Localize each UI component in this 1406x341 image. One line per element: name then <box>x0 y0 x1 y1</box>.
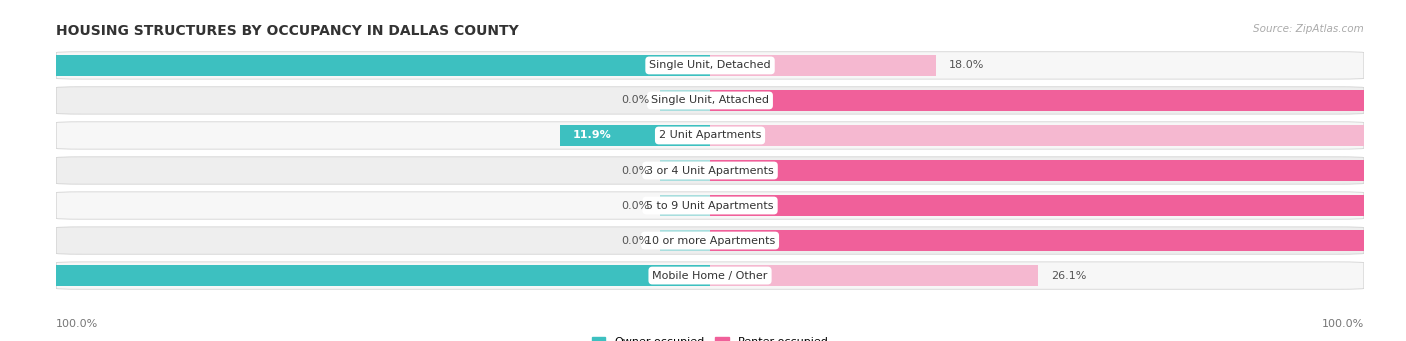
FancyBboxPatch shape <box>56 262 1364 289</box>
Text: Source: ZipAtlas.com: Source: ZipAtlas.com <box>1253 24 1364 34</box>
Bar <box>710 195 1406 217</box>
Bar <box>659 195 710 217</box>
FancyBboxPatch shape <box>56 227 1364 254</box>
FancyBboxPatch shape <box>56 157 1364 184</box>
FancyBboxPatch shape <box>56 87 1364 114</box>
Text: 0.0%: 0.0% <box>621 236 650 246</box>
Text: 3 or 4 Unit Apartments: 3 or 4 Unit Apartments <box>647 165 773 176</box>
Text: 18.0%: 18.0% <box>949 60 984 71</box>
Text: 5 to 9 Unit Apartments: 5 to 9 Unit Apartments <box>647 201 773 210</box>
Bar <box>0 55 710 76</box>
Bar <box>710 265 1038 286</box>
Text: 100.0%: 100.0% <box>56 320 98 329</box>
Text: Single Unit, Detached: Single Unit, Detached <box>650 60 770 71</box>
Legend: Owner-occupied, Renter-occupied: Owner-occupied, Renter-occupied <box>588 332 832 341</box>
Bar <box>561 124 710 146</box>
Text: 10 or more Apartments: 10 or more Apartments <box>645 236 775 246</box>
Text: 100.0%: 100.0% <box>1322 320 1364 329</box>
Text: 0.0%: 0.0% <box>621 165 650 176</box>
Bar <box>710 90 1406 111</box>
FancyBboxPatch shape <box>56 122 1364 149</box>
Text: 2 Unit Apartments: 2 Unit Apartments <box>659 131 761 140</box>
Text: 11.9%: 11.9% <box>574 131 612 140</box>
Bar <box>710 230 1406 251</box>
Text: 26.1%: 26.1% <box>1050 270 1085 281</box>
FancyBboxPatch shape <box>56 192 1364 219</box>
Bar <box>710 124 1406 146</box>
Text: Mobile Home / Other: Mobile Home / Other <box>652 270 768 281</box>
Bar <box>659 160 710 181</box>
Bar <box>659 230 710 251</box>
Text: 0.0%: 0.0% <box>621 95 650 105</box>
Bar <box>0 265 710 286</box>
FancyBboxPatch shape <box>56 52 1364 79</box>
Bar <box>710 160 1406 181</box>
Bar <box>659 90 710 111</box>
Bar <box>710 55 936 76</box>
Text: 0.0%: 0.0% <box>621 201 650 210</box>
Text: HOUSING STRUCTURES BY OCCUPANCY IN DALLAS COUNTY: HOUSING STRUCTURES BY OCCUPANCY IN DALLA… <box>56 24 519 38</box>
Text: Single Unit, Attached: Single Unit, Attached <box>651 95 769 105</box>
